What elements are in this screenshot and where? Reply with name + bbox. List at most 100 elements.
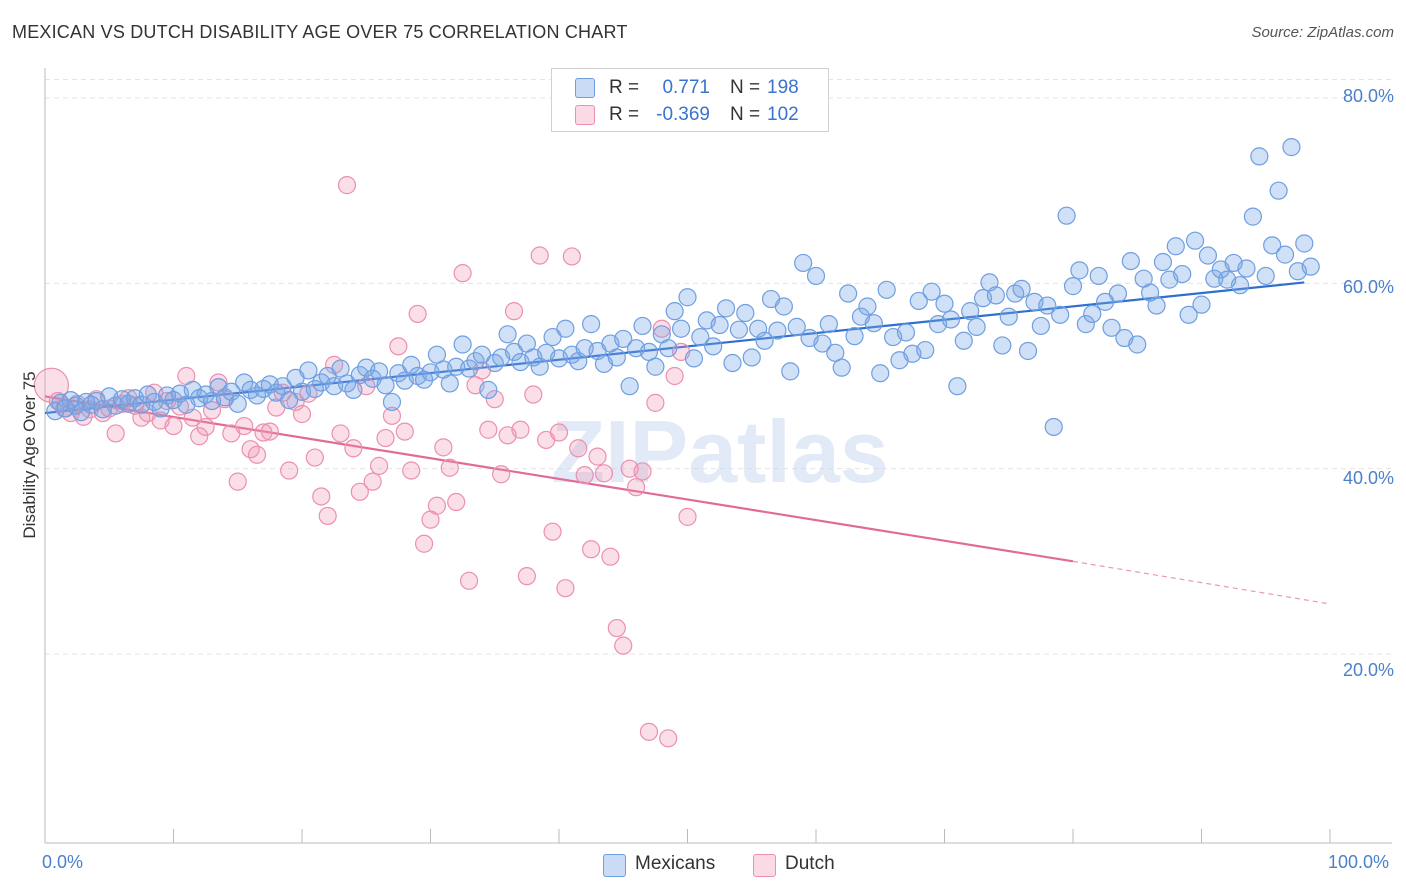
mexicans-point (678, 288, 697, 307)
legend-n-label: N = (730, 77, 761, 98)
mexicans-point (941, 310, 961, 329)
legend-n-label: N = (730, 104, 761, 125)
mexicans-point (819, 315, 838, 334)
axes (44, 68, 1392, 844)
dutch-point (408, 304, 427, 324)
mexicans-point (684, 349, 704, 368)
mexicans-point (1018, 341, 1038, 361)
mexicans-point (1185, 231, 1205, 250)
dutch-point (382, 406, 402, 425)
mexicans-point (755, 331, 774, 350)
legend-swatch-mexicans (575, 78, 595, 98)
mexicans-point (1102, 318, 1121, 337)
mexicans-point (948, 377, 967, 396)
mexicans-point (858, 297, 877, 316)
mexicans-point (794, 253, 813, 273)
mexicans-point (1179, 305, 1198, 324)
mexicans-point (280, 390, 299, 410)
dutch-point (427, 496, 447, 515)
mexicans-point (1192, 295, 1211, 314)
mexicans-point (864, 314, 883, 333)
legend-label-dutch: Dutch (785, 853, 835, 874)
dutch-trend-extension (1072, 560, 1331, 605)
mexicans-point (1256, 266, 1275, 286)
mexicans-point (1205, 269, 1224, 288)
dutch-point (485, 390, 504, 409)
legend-label-mexicans: Mexicans (635, 853, 716, 874)
dutch-point (594, 464, 614, 483)
dutch-point (305, 448, 324, 467)
mexicans-point (729, 320, 749, 339)
mexicans-point (806, 266, 826, 286)
mexicans-point (1295, 234, 1314, 253)
legend-n-value: 198 (767, 77, 799, 98)
dutch-point (453, 264, 472, 283)
dutch-point (626, 478, 646, 497)
dutch-point (607, 618, 626, 638)
dutch-point (228, 472, 247, 491)
dutch-point (363, 472, 382, 491)
mexicans-point (1282, 138, 1301, 157)
legend-swatch-dutch (575, 105, 595, 125)
mexicans-point (1083, 304, 1102, 324)
mexicans-point (665, 302, 684, 321)
legend-swatch-mexicans (603, 854, 626, 877)
mexicans-point (839, 284, 858, 303)
mexicans-point (1096, 292, 1115, 311)
dutch-point (389, 337, 408, 356)
legend-row-dutch: R = -0.369 N = 102 (552, 102, 828, 128)
legend-r-value: 0.771 (662, 77, 710, 98)
mexicans-point (614, 329, 633, 349)
mexicans-point (235, 373, 254, 392)
mexicans-point (1128, 335, 1147, 354)
dutch-point (459, 571, 479, 590)
mexicans-point (967, 317, 986, 336)
dutch-point (170, 397, 190, 416)
legend-row-mexicans: R = 0.771 N = 198 (552, 75, 828, 101)
dutch-point (318, 506, 337, 526)
dutch-point (543, 522, 562, 541)
legend-r-label: R = (609, 77, 640, 98)
mexicans-point (993, 336, 1012, 355)
dutch-point (164, 416, 183, 436)
mexicans-point (659, 339, 678, 358)
mexicans-point (382, 392, 402, 412)
mexicans-point (1057, 206, 1076, 225)
mexicans-point (247, 386, 267, 405)
mexicans-point (51, 393, 70, 412)
mexicans-point (466, 352, 485, 371)
mexicans-point (1108, 284, 1128, 303)
mexicans-point (999, 307, 1018, 326)
mexicans-point (1243, 207, 1263, 226)
legend: R = 0.771 N = 198 R = -0.369 N = 102 (551, 68, 829, 132)
dutch-point (370, 456, 389, 475)
dutch-point (639, 722, 659, 741)
mexicans-point (556, 319, 575, 338)
dutch-point (582, 540, 601, 559)
legend-swatch-dutch (753, 854, 776, 877)
dutch-point (530, 246, 549, 265)
x-tick-label: 0.0% (42, 852, 84, 872)
dutch-point (414, 534, 434, 553)
watermark: ZIPatlas (551, 402, 888, 501)
mexicans-point (1166, 237, 1185, 256)
mexicans-point (479, 380, 498, 399)
dutch-point (524, 385, 543, 404)
mexicans-point (138, 385, 157, 404)
dutch-point (633, 462, 652, 481)
mexicans-point (504, 342, 524, 362)
x-tick-label: 100.0% (1328, 852, 1390, 872)
dutch-point (402, 461, 421, 480)
dutch-point (492, 465, 511, 484)
gridlines (45, 78, 1392, 655)
mexicans-point (1031, 316, 1050, 336)
mexicans-point (723, 353, 742, 373)
mexicans-point (440, 374, 459, 393)
mexicans-point (607, 348, 626, 367)
dutch-point (652, 319, 671, 338)
dutch-point (665, 366, 684, 386)
mexicans-point (768, 321, 787, 340)
dutch-point (254, 423, 273, 442)
y-tick-label: 60.0% (1342, 277, 1394, 297)
dutch-point (395, 422, 414, 441)
